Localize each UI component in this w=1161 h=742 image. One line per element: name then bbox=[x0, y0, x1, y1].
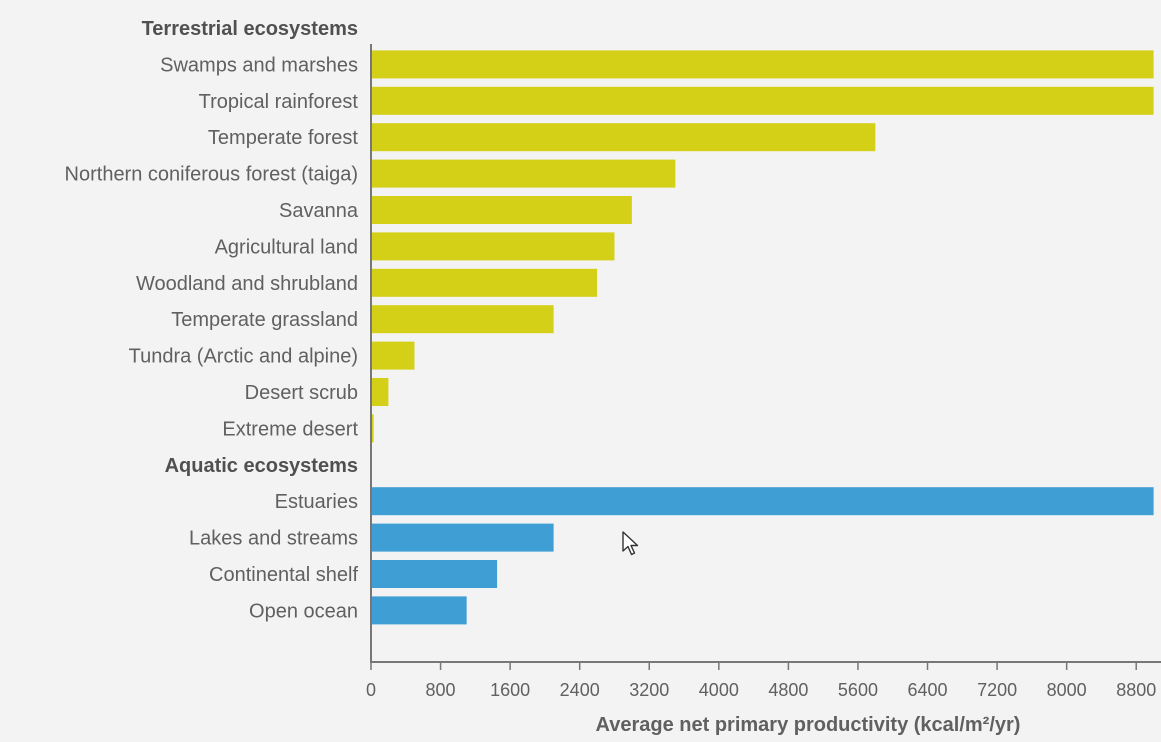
bar bbox=[371, 414, 374, 443]
x-tick-label: 3200 bbox=[629, 680, 669, 700]
x-tick-label: 8800 bbox=[1116, 680, 1156, 700]
x-tick-label: 4800 bbox=[768, 680, 808, 700]
bar bbox=[371, 123, 876, 152]
bar bbox=[371, 50, 1154, 79]
category-label: Lakes and streams bbox=[189, 528, 358, 550]
bar bbox=[371, 560, 498, 588]
x-tick-label: 2400 bbox=[560, 680, 600, 700]
category-label: Agricultural land bbox=[215, 236, 358, 258]
group-label: Terrestrial ecosystems bbox=[142, 18, 358, 40]
mouse-pointer-icon bbox=[622, 531, 639, 556]
category-label: Estuaries bbox=[275, 491, 358, 513]
bar bbox=[371, 341, 415, 370]
category-label: Desert scrub bbox=[245, 382, 358, 404]
bar bbox=[371, 86, 1154, 115]
category-label: Tropical rainforest bbox=[199, 91, 359, 113]
x-tick-label: 800 bbox=[426, 680, 456, 700]
bar bbox=[371, 378, 389, 406]
x-tick-label: 8000 bbox=[1047, 680, 1087, 700]
x-axis-label: Average net primary productivity (kcal/m… bbox=[596, 714, 1021, 736]
category-label: Open ocean bbox=[249, 600, 358, 622]
category-label: Continental shelf bbox=[209, 564, 358, 586]
category-label: Extreme desert bbox=[222, 418, 358, 440]
group-label: Aquatic ecosystems bbox=[165, 455, 358, 477]
x-tick-label: 4000 bbox=[699, 680, 739, 700]
bar bbox=[371, 596, 467, 625]
bar bbox=[371, 523, 554, 552]
bar bbox=[371, 196, 632, 224]
x-tick-label: 1600 bbox=[490, 680, 530, 700]
category-label: Woodland and shrubland bbox=[136, 273, 358, 295]
x-tick-label: 6400 bbox=[907, 680, 947, 700]
category-label: Savanna bbox=[279, 200, 359, 222]
category-label: Northern coniferous forest (taiga) bbox=[65, 164, 358, 186]
bar bbox=[371, 305, 554, 334]
x-tick-label: 0 bbox=[366, 680, 376, 700]
bar bbox=[371, 232, 615, 261]
x-tick-label: 5600 bbox=[838, 680, 878, 700]
bar bbox=[371, 487, 1154, 516]
bar bbox=[371, 268, 598, 297]
category-label: Temperate forest bbox=[208, 127, 359, 149]
x-tick-label: 7200 bbox=[977, 680, 1017, 700]
category-label: Swamps and marshes bbox=[160, 54, 358, 76]
bar bbox=[371, 159, 676, 188]
category-label: Tundra (Arctic and alpine) bbox=[129, 346, 358, 368]
category-label: Temperate grassland bbox=[171, 309, 358, 331]
